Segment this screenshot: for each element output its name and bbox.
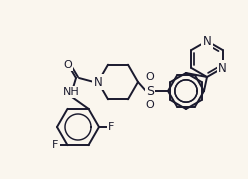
Text: N: N (203, 35, 211, 47)
Text: F: F (108, 122, 114, 132)
Text: S: S (146, 84, 154, 98)
Text: O: O (64, 60, 72, 70)
Text: O: O (146, 100, 154, 110)
Text: N: N (94, 76, 102, 88)
Text: O: O (146, 72, 154, 82)
Text: N: N (218, 62, 227, 74)
Text: NH: NH (63, 87, 79, 97)
Text: F: F (52, 140, 59, 150)
